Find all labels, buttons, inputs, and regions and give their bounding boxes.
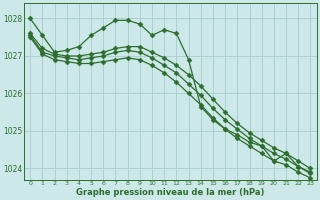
X-axis label: Graphe pression niveau de la mer (hPa): Graphe pression niveau de la mer (hPa) <box>76 188 265 197</box>
